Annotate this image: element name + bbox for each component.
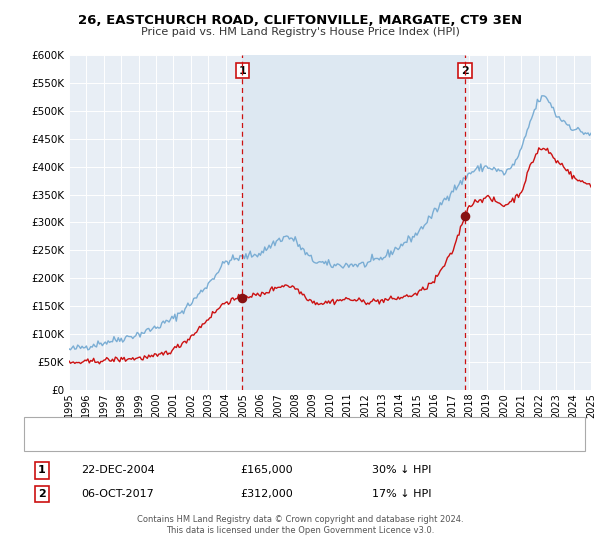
Text: 1: 1 [239,66,247,76]
Text: This data is licensed under the Open Government Licence v3.0.: This data is licensed under the Open Gov… [166,526,434,535]
Text: 26, EASTCHURCH ROAD, CLIFTONVILLE, MARGATE, CT9 3EN (detached house): 26, EASTCHURCH ROAD, CLIFTONVILLE, MARGA… [69,422,475,432]
Text: 17% ↓ HPI: 17% ↓ HPI [372,489,431,499]
Point [238,293,247,302]
Text: HPI: Average price, detached house, Thanet: HPI: Average price, detached house, Than… [69,436,298,446]
Text: 1: 1 [38,465,46,475]
Text: 22-DEC-2004: 22-DEC-2004 [81,465,155,475]
Point [460,211,470,220]
Text: 2: 2 [38,489,46,499]
Text: £312,000: £312,000 [240,489,293,499]
Bar [242,55,465,390]
Text: £165,000: £165,000 [240,465,293,475]
Text: 2: 2 [461,66,469,76]
Text: 06-OCT-2017: 06-OCT-2017 [81,489,154,499]
Text: Contains HM Land Registry data © Crown copyright and database right 2024.: Contains HM Land Registry data © Crown c… [137,515,463,524]
Text: Price paid vs. HM Land Registry's House Price Index (HPI): Price paid vs. HM Land Registry's House … [140,27,460,37]
Text: 26, EASTCHURCH ROAD, CLIFTONVILLE, MARGATE, CT9 3EN: 26, EASTCHURCH ROAD, CLIFTONVILLE, MARGA… [78,14,522,27]
Text: 30% ↓ HPI: 30% ↓ HPI [372,465,431,475]
